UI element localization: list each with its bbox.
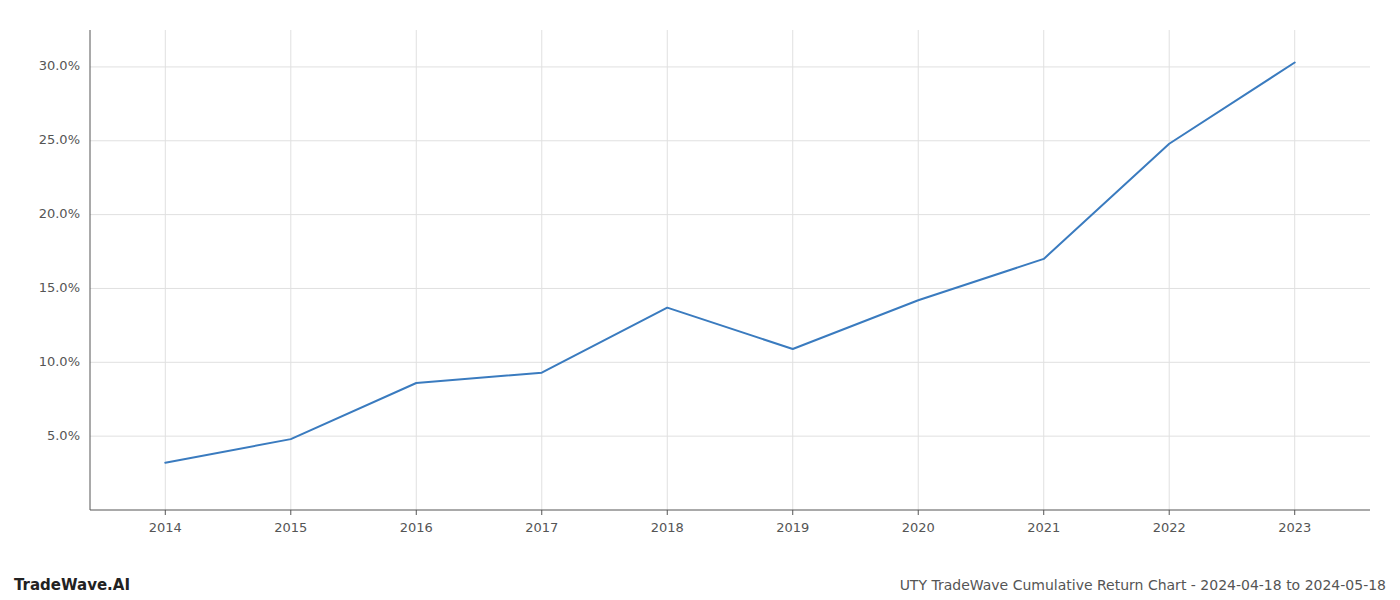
x-tick [165, 510, 166, 515]
y-tick-label: 15.0% [39, 280, 80, 295]
x-tick [918, 510, 919, 515]
x-axis: 2014 2015 2016 2017 2018 2019 2020 2021 2022 2023 [149, 510, 1312, 535]
x-axis-line [90, 510, 1370, 511]
y-tick-label: 20.0% [39, 206, 80, 221]
x-tick [416, 510, 417, 515]
x-tick [792, 510, 793, 515]
y-axis: 5.0% 10.0% 15.0% 20.0% 25.0% 30.0% [39, 58, 80, 442]
x-tick-label: 2019 [776, 520, 809, 535]
x-tick-label: 2015 [274, 520, 307, 535]
x-tick [290, 510, 291, 515]
footer-right: UTY TradeWave Cumulative Return Chart - … [900, 577, 1386, 593]
footer-left: TradeWave.AI [14, 576, 130, 594]
chart: 5.0%10.0%15.0%20.0%25.0%30.0%20142015201… [0, 0, 1400, 600]
x-tick [1043, 510, 1044, 515]
y-tick-label: 5.0% [47, 428, 80, 443]
y-tick-label: 10.0% [39, 354, 80, 369]
x-tick-label: 2017 [525, 520, 558, 535]
x-grid-line [918, 30, 919, 510]
x-tick-label: 2021 [1027, 520, 1060, 535]
x-tick-label: 2023 [1278, 520, 1311, 535]
x-tick-label: 2022 [1153, 520, 1186, 535]
y-grid-line [90, 362, 1370, 363]
x-tick [541, 510, 542, 515]
background [0, 0, 1400, 600]
y-tick-label: 30.0% [39, 58, 80, 73]
x-grid-line [1043, 30, 1044, 510]
x-grid-line [792, 30, 793, 510]
x-grid-line [667, 30, 668, 510]
x-tick [667, 510, 668, 515]
x-grid-line [165, 30, 166, 510]
plot-area [165, 62, 1294, 462]
y-grid-line [90, 214, 1370, 215]
y-tick-label: 25.0% [39, 132, 80, 147]
x-tick-label: 2014 [149, 520, 182, 535]
x-grid-line [1169, 30, 1170, 510]
x-tick-label: 2020 [902, 520, 935, 535]
grid [90, 30, 1370, 510]
x-tick [1169, 510, 1170, 515]
y-grid-line [90, 288, 1370, 289]
data-line [165, 62, 1294, 462]
y-grid-line [90, 140, 1370, 141]
x-tick-label: 2018 [651, 520, 684, 535]
x-grid-line [541, 30, 542, 510]
x-grid-line [416, 30, 417, 510]
x-tick-label: 2016 [400, 520, 433, 535]
y-axis-line [90, 30, 91, 510]
x-tick [1294, 510, 1295, 515]
y-grid-line [90, 436, 1370, 437]
x-grid-line [1294, 30, 1295, 510]
y-grid-line [90, 66, 1370, 67]
